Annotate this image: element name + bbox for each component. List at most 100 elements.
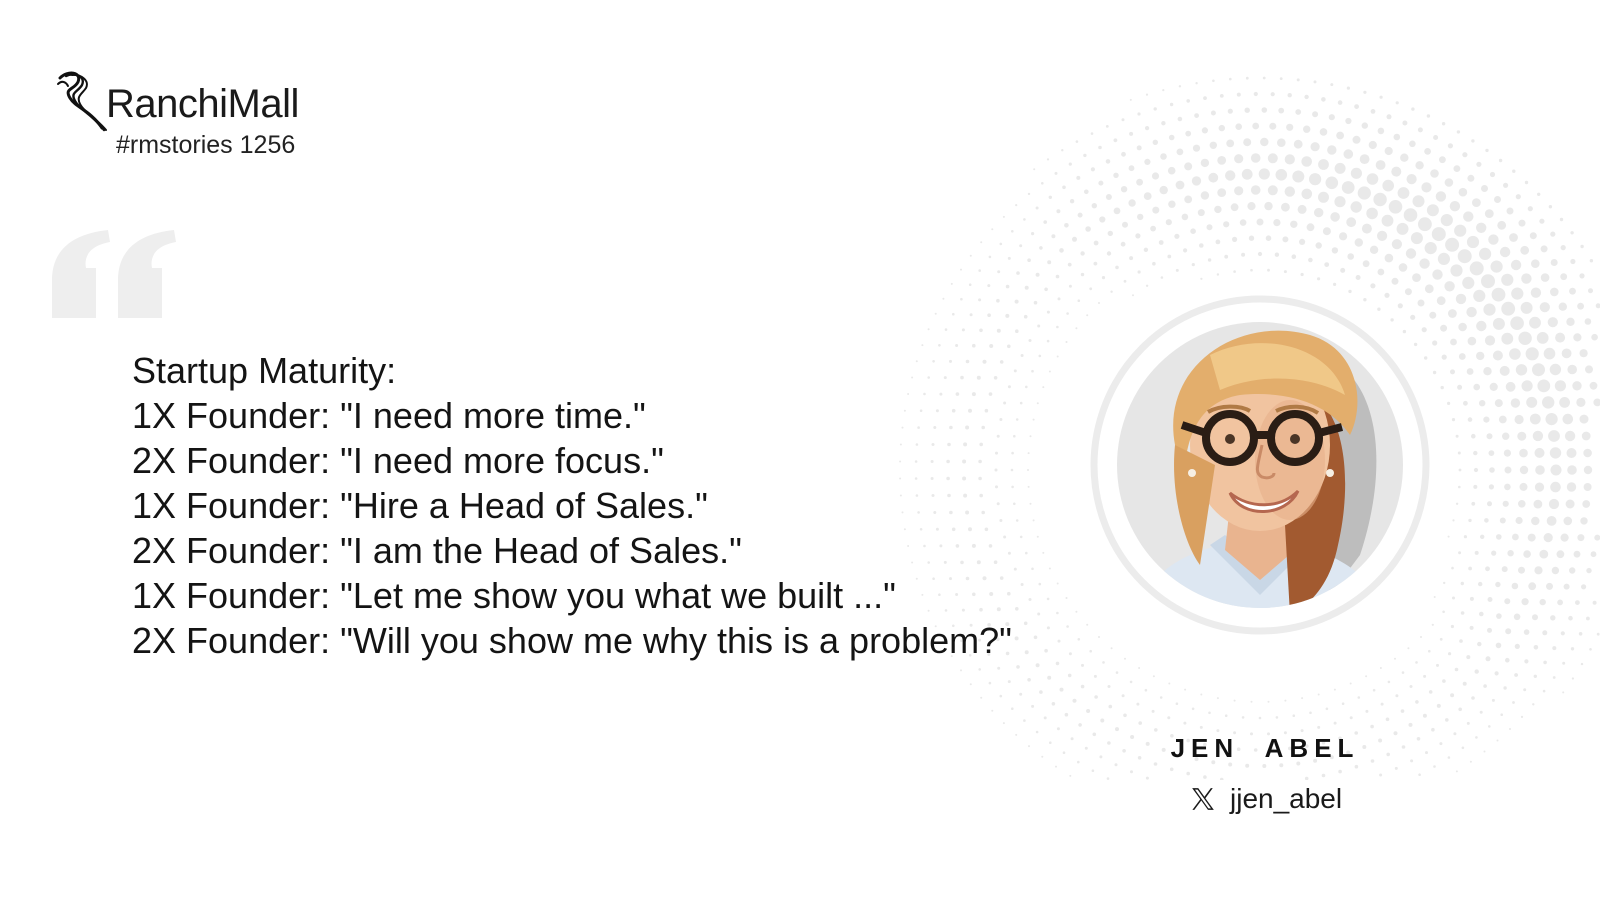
halftone-dot <box>1283 731 1287 735</box>
halftone-dot <box>1048 567 1051 570</box>
halftone-dot <box>1412 273 1421 282</box>
halftone-dot <box>1436 663 1439 667</box>
halftone-dot <box>1492 317 1505 330</box>
halftone-dot <box>1442 610 1445 614</box>
halftone-dot <box>1137 213 1144 221</box>
halftone-dot <box>1041 755 1044 758</box>
halftone-dot <box>1287 93 1292 98</box>
halftone-dot <box>999 519 1003 522</box>
halftone-dot <box>1391 166 1402 177</box>
halftone-dot <box>996 502 1000 506</box>
halftone-dot <box>1479 710 1483 714</box>
halftone-dot <box>1532 703 1535 706</box>
halftone-dot <box>919 528 923 531</box>
halftone-dot <box>1555 332 1566 343</box>
halftone-dot <box>1162 89 1165 92</box>
halftone-dot <box>1267 268 1270 272</box>
halftone-dot <box>1442 679 1446 683</box>
halftone-dot <box>1236 92 1241 97</box>
halftone-dot <box>1292 714 1296 717</box>
halftone-dot <box>1158 240 1164 245</box>
brand-name: RanchiMall <box>106 82 299 126</box>
halftone-dot <box>1505 381 1516 392</box>
halftone-dot <box>1098 302 1100 304</box>
halftone-dot <box>1463 535 1467 539</box>
halftone-dot <box>1208 711 1211 715</box>
halftone-dot <box>1036 402 1039 405</box>
halftone-dot <box>1458 353 1466 360</box>
halftone-dot <box>1572 381 1582 391</box>
portrait-illustration <box>1090 295 1430 635</box>
halftone-dot <box>1304 776 1309 780</box>
halftone-dot <box>1504 483 1511 491</box>
social-handle[interactable]: jjen_abel <box>1190 782 1342 816</box>
halftone-dot <box>1241 252 1246 257</box>
halftone-dot <box>1048 195 1052 199</box>
halftone-dot <box>1075 610 1078 613</box>
halftone-dot <box>1267 700 1270 703</box>
halftone-dot <box>1245 76 1249 80</box>
halftone-dot <box>1129 680 1133 684</box>
halftone-dot <box>903 409 906 412</box>
halftone-dot <box>1575 600 1580 605</box>
halftone-dot <box>1350 167 1362 179</box>
halftone-dot <box>1484 518 1489 523</box>
halftone-dot <box>1306 223 1315 232</box>
halftone-dot <box>1098 180 1104 186</box>
halftone-dot <box>1496 739 1499 742</box>
halftone-dot <box>1591 333 1598 341</box>
quote-heading: Startup Maturity: <box>132 350 397 391</box>
halftone-dot <box>1579 414 1589 424</box>
halftone-dot <box>947 442 951 447</box>
halftone-dot <box>1521 598 1529 606</box>
halftone-dot <box>1520 301 1533 314</box>
halftone-dot <box>1038 582 1042 586</box>
halftone-dot <box>1090 132 1094 135</box>
halftone-dot <box>1408 722 1413 727</box>
halftone-dot <box>1484 335 1496 346</box>
halftone-dot <box>1262 764 1267 768</box>
halftone-dot <box>935 527 939 531</box>
halftone-dot <box>1169 767 1174 772</box>
halftone-dot <box>1046 158 1050 161</box>
halftone-dot <box>1384 292 1390 298</box>
halftone-dot <box>952 312 955 316</box>
halftone-dot <box>1380 702 1384 706</box>
halftone-dot <box>1341 702 1345 705</box>
halftone-dot <box>978 668 981 671</box>
halftone-dot <box>1478 581 1483 587</box>
halftone-dot <box>1019 401 1023 405</box>
halftone-dot <box>1483 684 1487 688</box>
halftone-dot <box>1027 192 1031 196</box>
halftone-dot <box>1197 209 1205 217</box>
halftone-dot <box>1304 94 1309 100</box>
halftone-dot <box>1467 336 1477 346</box>
halftone-dot <box>1433 135 1439 140</box>
halftone-dot <box>1583 448 1592 458</box>
halftone-dot <box>1077 638 1081 641</box>
halftone-dot <box>1219 745 1224 750</box>
halftone-dot <box>1039 246 1043 250</box>
halftone-dot <box>1580 244 1584 249</box>
halftone-dot <box>1479 611 1484 617</box>
halftone-dot <box>1500 713 1503 716</box>
halftone-dot <box>1476 161 1482 167</box>
halftone-dot <box>931 443 935 446</box>
halftone-dot <box>981 425 985 430</box>
halftone-dot <box>1184 195 1193 204</box>
halftone-dot <box>1203 96 1207 100</box>
halftone-dot <box>1354 104 1359 109</box>
halftone-dot <box>1015 607 1019 611</box>
halftone-dot <box>1542 689 1546 693</box>
halftone-dot <box>984 527 989 532</box>
halftone-dot <box>1494 399 1503 408</box>
halftone-dot <box>1582 500 1591 508</box>
halftone-dot <box>991 228 994 231</box>
halftone-dot <box>1200 277 1203 280</box>
halftone-dot <box>1473 467 1479 473</box>
halftone-dot <box>1533 645 1539 650</box>
halftone-dot <box>1035 730 1039 734</box>
halftone-dot <box>1537 192 1541 196</box>
halftone-dot <box>1444 178 1454 187</box>
halftone-dot <box>1519 448 1528 458</box>
